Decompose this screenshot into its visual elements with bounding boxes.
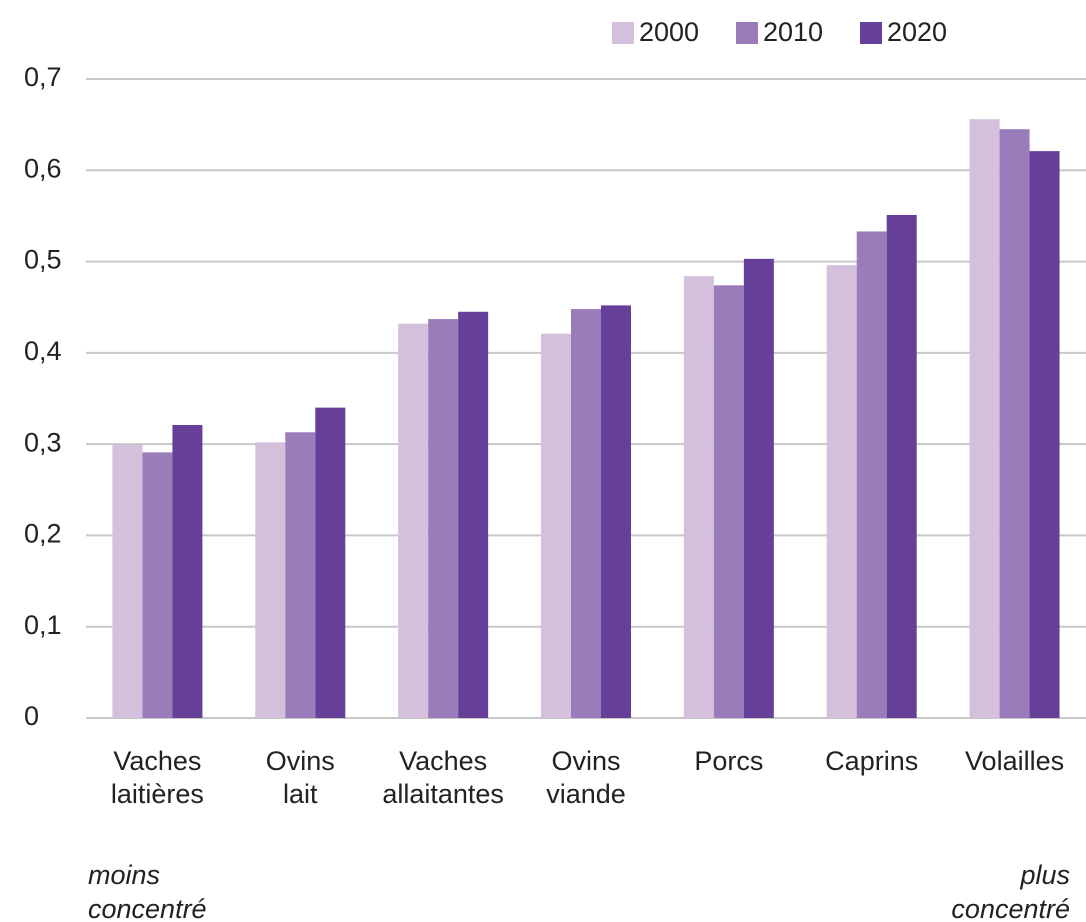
y-tick-label: 0,4 <box>24 336 62 366</box>
legend-label: 2000 <box>639 17 699 47</box>
legend-label: 2010 <box>763 17 823 47</box>
bar <box>743 258 774 718</box>
y-tick-label: 0,6 <box>24 153 62 183</box>
bar <box>601 305 631 718</box>
bar <box>683 276 714 718</box>
y-tick-label: 0,5 <box>24 245 62 275</box>
y-tick-label: 0,2 <box>24 519 62 549</box>
legend-label: 2020 <box>887 17 947 47</box>
y-tick-label: 0,3 <box>24 427 62 457</box>
x-tick-label: Vaches allaitantes <box>382 746 504 809</box>
bar <box>458 311 489 718</box>
bar <box>142 452 173 718</box>
bar <box>255 442 286 718</box>
legend-swatch <box>736 22 758 44</box>
y-tick-label: 0 <box>24 701 39 731</box>
x-tick-label: Porcs <box>694 746 764 776</box>
annotation: plus concentré <box>951 860 1070 922</box>
bar <box>999 129 1030 718</box>
bar <box>285 432 316 718</box>
bar <box>1029 151 1060 718</box>
y-tick-label: 0,7 <box>24 62 62 92</box>
x-tick-label: Vaches laitières <box>110 746 204 809</box>
bar <box>541 333 571 718</box>
x-tick-label: Caprins <box>825 746 919 776</box>
annotation: moins concentré <box>88 860 207 922</box>
bar <box>886 215 917 718</box>
legend-swatch <box>612 22 634 44</box>
bar <box>398 323 429 718</box>
x-tick-label: Volailles <box>965 746 1065 776</box>
x-tick-label: Ovins lait <box>265 746 335 809</box>
bar <box>112 445 143 718</box>
bar <box>428 319 459 718</box>
bar <box>172 424 203 718</box>
legend-swatch <box>860 22 882 44</box>
bar <box>826 265 857 718</box>
bar <box>969 119 1000 718</box>
bar <box>713 285 744 718</box>
y-tick-label: 0,1 <box>24 610 62 640</box>
bar <box>571 309 601 718</box>
bar <box>856 231 887 718</box>
bar <box>315 407 346 718</box>
x-tick-label: Ovins viande <box>546 746 626 809</box>
